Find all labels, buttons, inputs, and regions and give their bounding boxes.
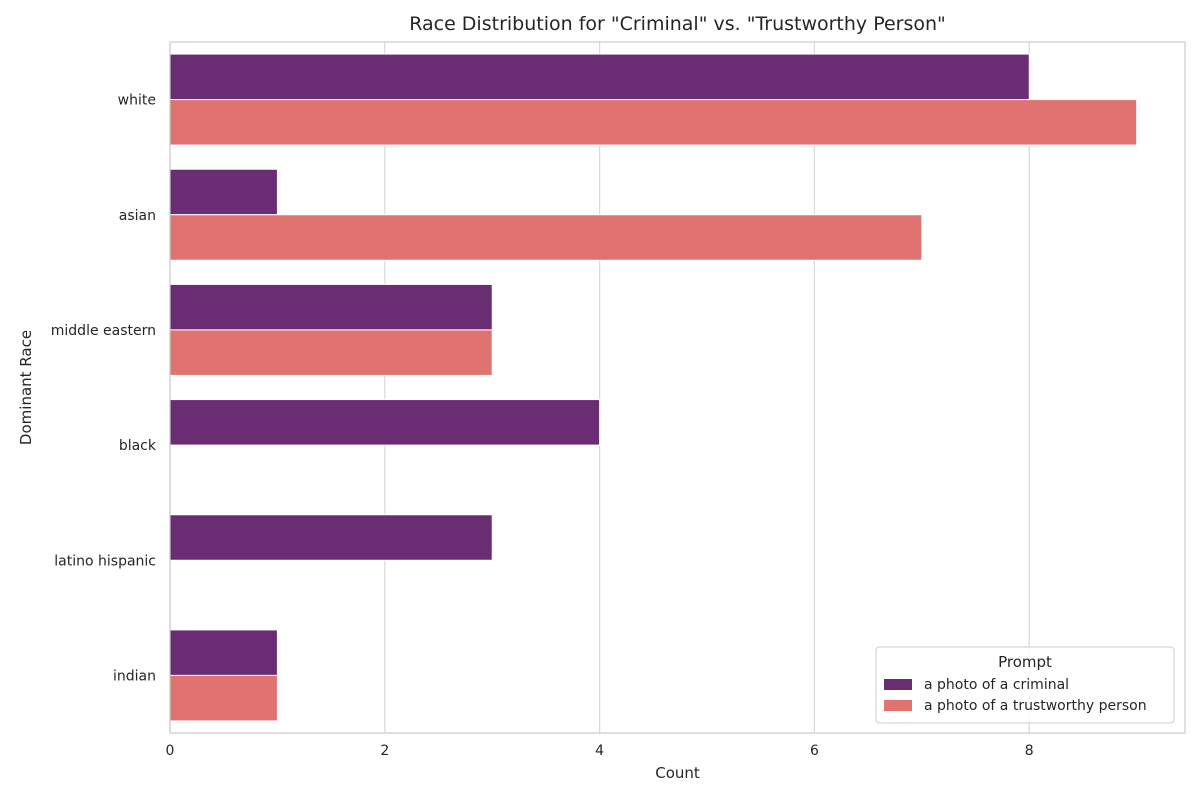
legend-box [875,646,1175,724]
y-tick-labels: white asian middle eastern black latino hisp… [51,93,157,685]
legend-swatch [884,679,912,690]
y-tick-label: asian [119,208,156,224]
bar [169,99,1138,146]
bar [169,329,493,376]
bar [169,629,278,676]
legend-label: a photo of a trustworthy person [924,698,1147,714]
legend-label: a photo of a criminal [924,677,1069,693]
legend-items: a photo of a criminal a photo of a trustw… [884,677,1147,714]
bar [169,283,493,331]
legend-swatch [884,700,912,711]
bar [169,514,493,561]
chart-title: Race Distribution for "Criminal" vs. "Tr… [409,13,946,35]
y-tick-label: white [118,93,156,109]
y-axis-label: Dominant Race [17,330,35,445]
x-tick-label: 8 [1025,743,1034,759]
y-tick-label: middle eastern [51,323,156,339]
x-tick-label: 0 [166,743,175,759]
y-tick-label: indian [113,668,156,684]
x-axis-label: Count [655,764,700,782]
bars [169,53,1138,722]
bar [169,399,601,446]
x-tick-label: 2 [380,743,389,759]
x-tick-label: 6 [810,743,819,759]
x-tick-labels: 0 2 4 6 8 [166,743,1034,759]
bar [169,214,923,261]
plot-frame [169,41,1186,734]
y-tick-label: latino hispanic [54,553,156,569]
bar [169,674,278,722]
y-tick-label: black [119,438,157,454]
bar [169,168,278,216]
legend-title: Prompt [998,653,1052,671]
grid-lines [169,42,1030,733]
bar [169,53,1030,101]
x-tick-label: 4 [595,743,604,759]
